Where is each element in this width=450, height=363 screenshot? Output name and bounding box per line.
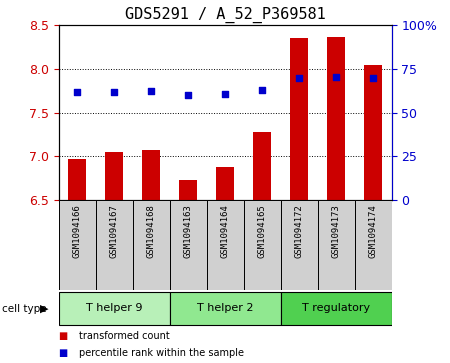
Bar [280, 200, 318, 290]
Bar [179, 180, 197, 200]
Text: GSM1094163: GSM1094163 [184, 204, 193, 258]
Text: T helper 9: T helper 9 [86, 303, 142, 313]
Text: GSM1094164: GSM1094164 [220, 204, 230, 258]
Point [148, 88, 155, 94]
Bar [243, 200, 280, 290]
Text: transformed count: transformed count [79, 331, 170, 341]
Bar [142, 150, 160, 200]
Bar [95, 200, 132, 290]
Title: GDS5291 / A_52_P369581: GDS5291 / A_52_P369581 [125, 7, 325, 23]
Bar [170, 200, 207, 290]
Text: GSM1094167: GSM1094167 [109, 204, 118, 258]
Text: GSM1094168: GSM1094168 [147, 204, 156, 258]
Point [184, 92, 192, 98]
Bar [280, 292, 392, 325]
Point [73, 90, 81, 95]
Text: GSM1094166: GSM1094166 [72, 204, 81, 258]
Bar [318, 200, 355, 290]
Text: cell type: cell type [2, 303, 47, 314]
Text: ▶: ▶ [40, 303, 48, 314]
Bar [355, 200, 392, 290]
Text: GSM1094174: GSM1094174 [369, 204, 378, 258]
Bar [132, 200, 170, 290]
Text: T regulatory: T regulatory [302, 303, 370, 313]
Text: ■: ■ [58, 331, 68, 341]
Bar [170, 292, 280, 325]
Point [221, 91, 229, 97]
Text: GSM1094173: GSM1094173 [332, 204, 341, 258]
Text: GSM1094172: GSM1094172 [294, 204, 303, 258]
Text: GSM1094165: GSM1094165 [257, 204, 266, 258]
Bar [290, 38, 308, 200]
Text: T helper 2: T helper 2 [197, 303, 253, 313]
Point [369, 75, 377, 81]
Point [258, 87, 265, 93]
Bar [68, 159, 86, 200]
Bar [58, 292, 170, 325]
Point [333, 74, 340, 80]
Bar [58, 200, 95, 290]
Bar [364, 65, 382, 200]
Bar [327, 37, 345, 200]
Point [295, 75, 302, 81]
Bar [207, 200, 243, 290]
Text: ■: ■ [58, 348, 68, 358]
Bar [216, 167, 234, 200]
Text: percentile rank within the sample: percentile rank within the sample [79, 348, 244, 358]
Point [110, 90, 117, 95]
Bar [105, 152, 123, 200]
Bar [253, 132, 271, 200]
